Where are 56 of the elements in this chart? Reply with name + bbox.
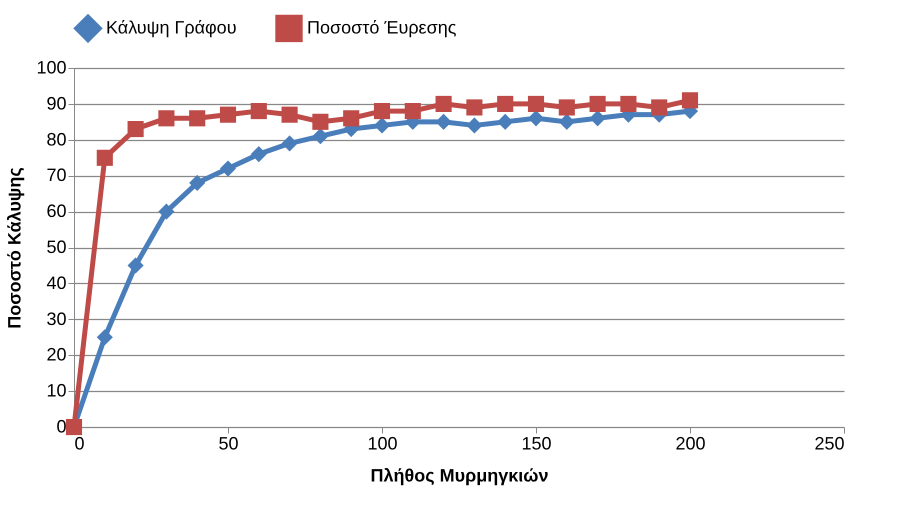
y-tick-label: 60 xyxy=(46,201,66,222)
point xyxy=(436,96,452,112)
x-tick-label: 200 xyxy=(675,434,706,454)
point xyxy=(558,99,575,116)
y-tick-label: 50 xyxy=(46,237,66,257)
y-tick-label: 10 xyxy=(46,380,66,401)
point xyxy=(158,204,174,220)
point xyxy=(466,99,482,116)
y-axis-title: Ποσοστό Κάλυψης xyxy=(4,167,24,329)
point xyxy=(528,96,544,112)
point xyxy=(590,96,606,112)
y-tick-label: 40 xyxy=(46,272,66,293)
point xyxy=(374,103,390,120)
y-tick-label: 80 xyxy=(46,129,66,150)
point xyxy=(528,110,544,126)
point xyxy=(651,99,668,116)
point xyxy=(158,110,174,126)
point xyxy=(558,114,575,130)
y-tick-label: 70 xyxy=(46,165,66,186)
point xyxy=(404,103,421,120)
point xyxy=(220,160,236,177)
y-tick-label: 90 xyxy=(46,93,66,114)
point xyxy=(497,114,514,130)
point xyxy=(497,96,514,112)
point xyxy=(590,110,606,126)
x-tick-label: 100 xyxy=(367,434,398,454)
point xyxy=(374,117,390,134)
point xyxy=(343,110,360,126)
point xyxy=(128,257,144,274)
point xyxy=(436,114,452,130)
x-tick-label: 250 xyxy=(814,434,844,454)
point xyxy=(620,96,636,112)
y-tick-label: 0 xyxy=(56,416,66,436)
x-tick-label: 50 xyxy=(218,434,239,454)
legend-label: Ποσοστό Έυρεσης xyxy=(307,17,457,38)
x-axis-title: Πλήθος Μυρμηγκιών xyxy=(370,466,548,486)
point xyxy=(189,110,206,126)
x-tick-label: 0 xyxy=(74,434,85,454)
point xyxy=(312,128,328,144)
point xyxy=(682,92,698,108)
point xyxy=(189,174,206,191)
point xyxy=(96,150,113,166)
point xyxy=(466,117,482,134)
point xyxy=(96,329,113,346)
point xyxy=(312,114,328,130)
y-tick-label: 20 xyxy=(46,344,66,365)
point xyxy=(220,106,236,123)
point xyxy=(250,103,267,120)
point xyxy=(282,135,298,152)
point xyxy=(282,106,298,123)
point xyxy=(250,146,267,162)
legend-label: Κάλυψη Γράφου xyxy=(106,17,237,38)
point xyxy=(128,120,144,138)
y-tick-label: 30 xyxy=(46,308,66,329)
y-tick-label: 100 xyxy=(36,58,66,78)
x-tick-label: 150 xyxy=(521,434,552,454)
